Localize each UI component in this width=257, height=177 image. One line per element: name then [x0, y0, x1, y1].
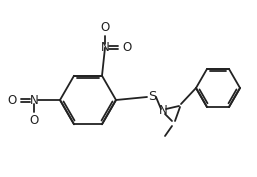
Text: O: O — [29, 113, 39, 127]
Text: N: N — [101, 41, 109, 54]
Text: O: O — [122, 41, 132, 54]
Text: O: O — [100, 21, 110, 34]
Text: N: N — [159, 104, 167, 118]
Text: O: O — [7, 93, 17, 107]
Text: N: N — [30, 93, 38, 107]
Text: S: S — [148, 90, 156, 104]
